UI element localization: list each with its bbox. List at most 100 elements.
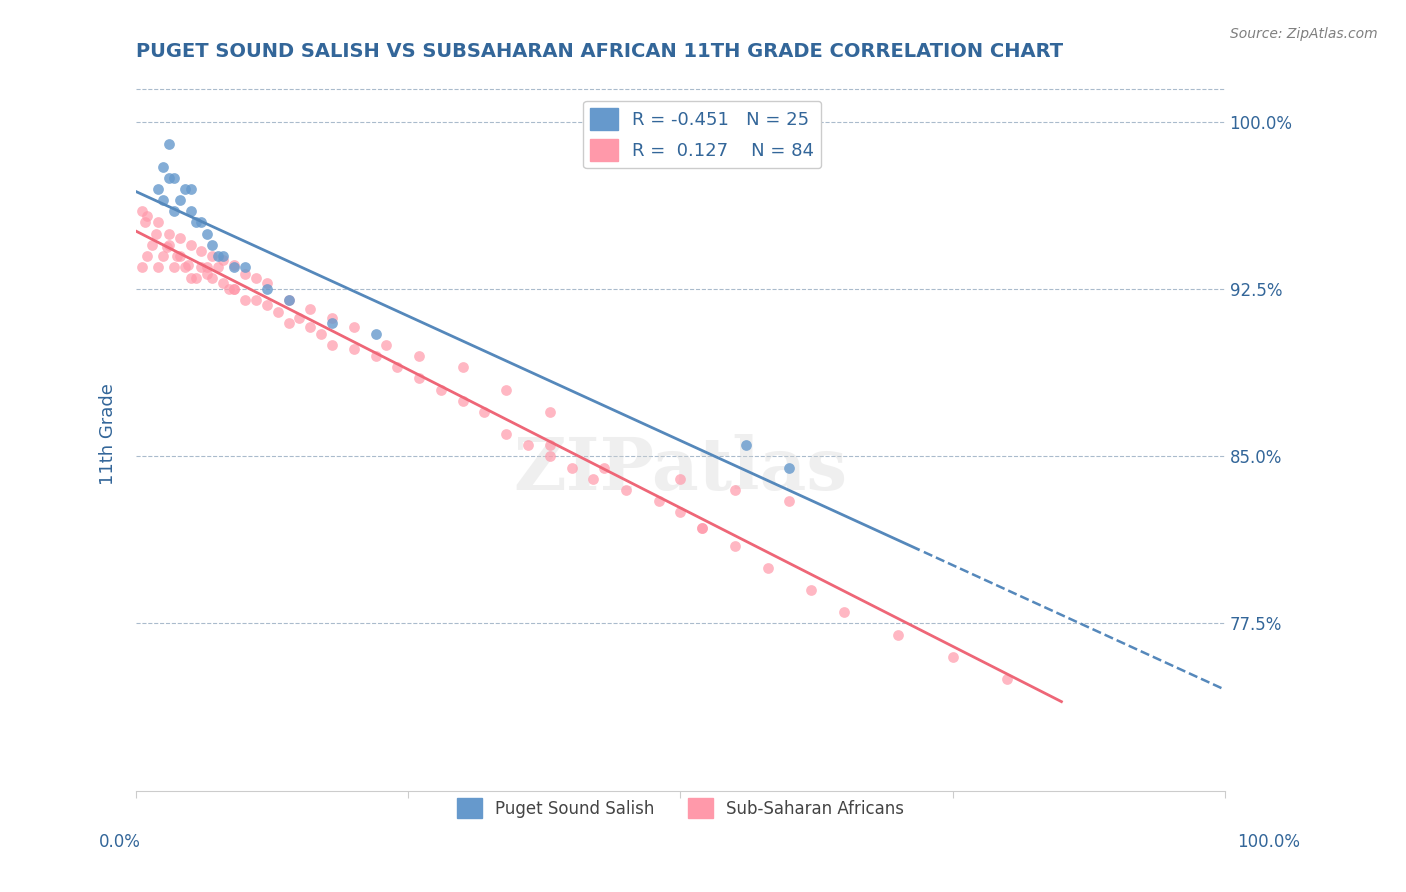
Point — [647, 494, 669, 508]
Point — [375, 338, 398, 352]
Point — [134, 215, 156, 229]
Point — [538, 450, 561, 464]
Point — [190, 215, 212, 229]
Text: 0.0%: 0.0% — [98, 833, 141, 851]
Point — [177, 258, 200, 272]
Point — [538, 405, 561, 419]
Point — [451, 393, 474, 408]
Point — [157, 237, 180, 252]
Point — [561, 460, 583, 475]
Point — [474, 405, 496, 419]
Point — [256, 298, 278, 312]
Point — [146, 182, 169, 196]
Point — [201, 237, 224, 252]
Point — [593, 460, 616, 475]
Point — [222, 282, 245, 296]
Point — [207, 249, 229, 263]
Point — [495, 383, 517, 397]
Point — [451, 360, 474, 375]
Point — [174, 260, 197, 274]
Point — [190, 244, 212, 259]
Point — [690, 521, 713, 535]
Point — [245, 293, 267, 308]
Point — [299, 302, 322, 317]
Text: PUGET SOUND SALISH VS SUBSAHARAN AFRICAN 11TH GRADE CORRELATION CHART: PUGET SOUND SALISH VS SUBSAHARAN AFRICAN… — [136, 42, 1063, 61]
Point — [222, 258, 245, 272]
Point — [778, 460, 800, 475]
Text: Source: ZipAtlas.com: Source: ZipAtlas.com — [1230, 27, 1378, 41]
Point — [212, 249, 235, 263]
Point — [157, 170, 180, 185]
Point — [387, 360, 409, 375]
Point — [321, 311, 343, 326]
Point — [166, 249, 188, 263]
Point — [277, 316, 299, 330]
Point — [184, 215, 207, 229]
Point — [146, 260, 169, 274]
Point — [145, 227, 167, 241]
Point — [233, 267, 256, 281]
Point — [495, 427, 517, 442]
Point — [180, 237, 202, 252]
Point — [538, 438, 561, 452]
Point — [582, 472, 605, 486]
Point — [256, 276, 278, 290]
Point — [163, 260, 186, 274]
Text: 100.0%: 100.0% — [1237, 833, 1301, 851]
Point — [614, 483, 637, 497]
Point — [207, 260, 229, 274]
Point — [408, 371, 430, 385]
Point — [734, 438, 756, 452]
Point — [157, 227, 180, 241]
Point — [146, 215, 169, 229]
Point — [195, 260, 218, 274]
Point — [218, 282, 240, 296]
Point — [131, 260, 153, 274]
Point — [724, 539, 747, 553]
Point — [190, 260, 212, 274]
Point — [201, 249, 224, 263]
Point — [266, 304, 288, 318]
Point — [169, 249, 191, 263]
Point — [321, 338, 343, 352]
Point — [141, 237, 163, 252]
Point — [152, 249, 174, 263]
Point — [157, 137, 180, 152]
Point — [321, 316, 343, 330]
Point — [155, 240, 177, 254]
Point — [408, 349, 430, 363]
Point — [309, 326, 332, 341]
Point — [184, 271, 207, 285]
Point — [800, 583, 823, 598]
Point — [212, 253, 235, 268]
Point — [277, 293, 299, 308]
Point — [174, 182, 197, 196]
Point — [517, 438, 540, 452]
Point — [256, 282, 278, 296]
Text: ZIPatlas: ZIPatlas — [513, 434, 848, 505]
Point — [277, 293, 299, 308]
Point — [222, 282, 245, 296]
Point — [180, 271, 202, 285]
Point — [690, 521, 713, 535]
Point — [180, 204, 202, 219]
Point — [669, 505, 692, 519]
Point — [288, 311, 311, 326]
Point — [299, 320, 322, 334]
Point — [163, 170, 186, 185]
Point — [724, 483, 747, 497]
Point — [995, 672, 1018, 686]
Point — [778, 494, 800, 508]
Point — [201, 271, 224, 285]
Point — [169, 193, 191, 207]
Point — [430, 383, 453, 397]
Point — [343, 343, 366, 357]
Point — [832, 605, 855, 619]
Point — [756, 561, 779, 575]
Point — [222, 260, 245, 274]
Legend: Puget Sound Salish, Sub-Saharan Africans: Puget Sound Salish, Sub-Saharan Africans — [450, 791, 911, 825]
Point — [152, 193, 174, 207]
Point — [152, 160, 174, 174]
Point — [163, 204, 186, 219]
Point — [212, 276, 235, 290]
